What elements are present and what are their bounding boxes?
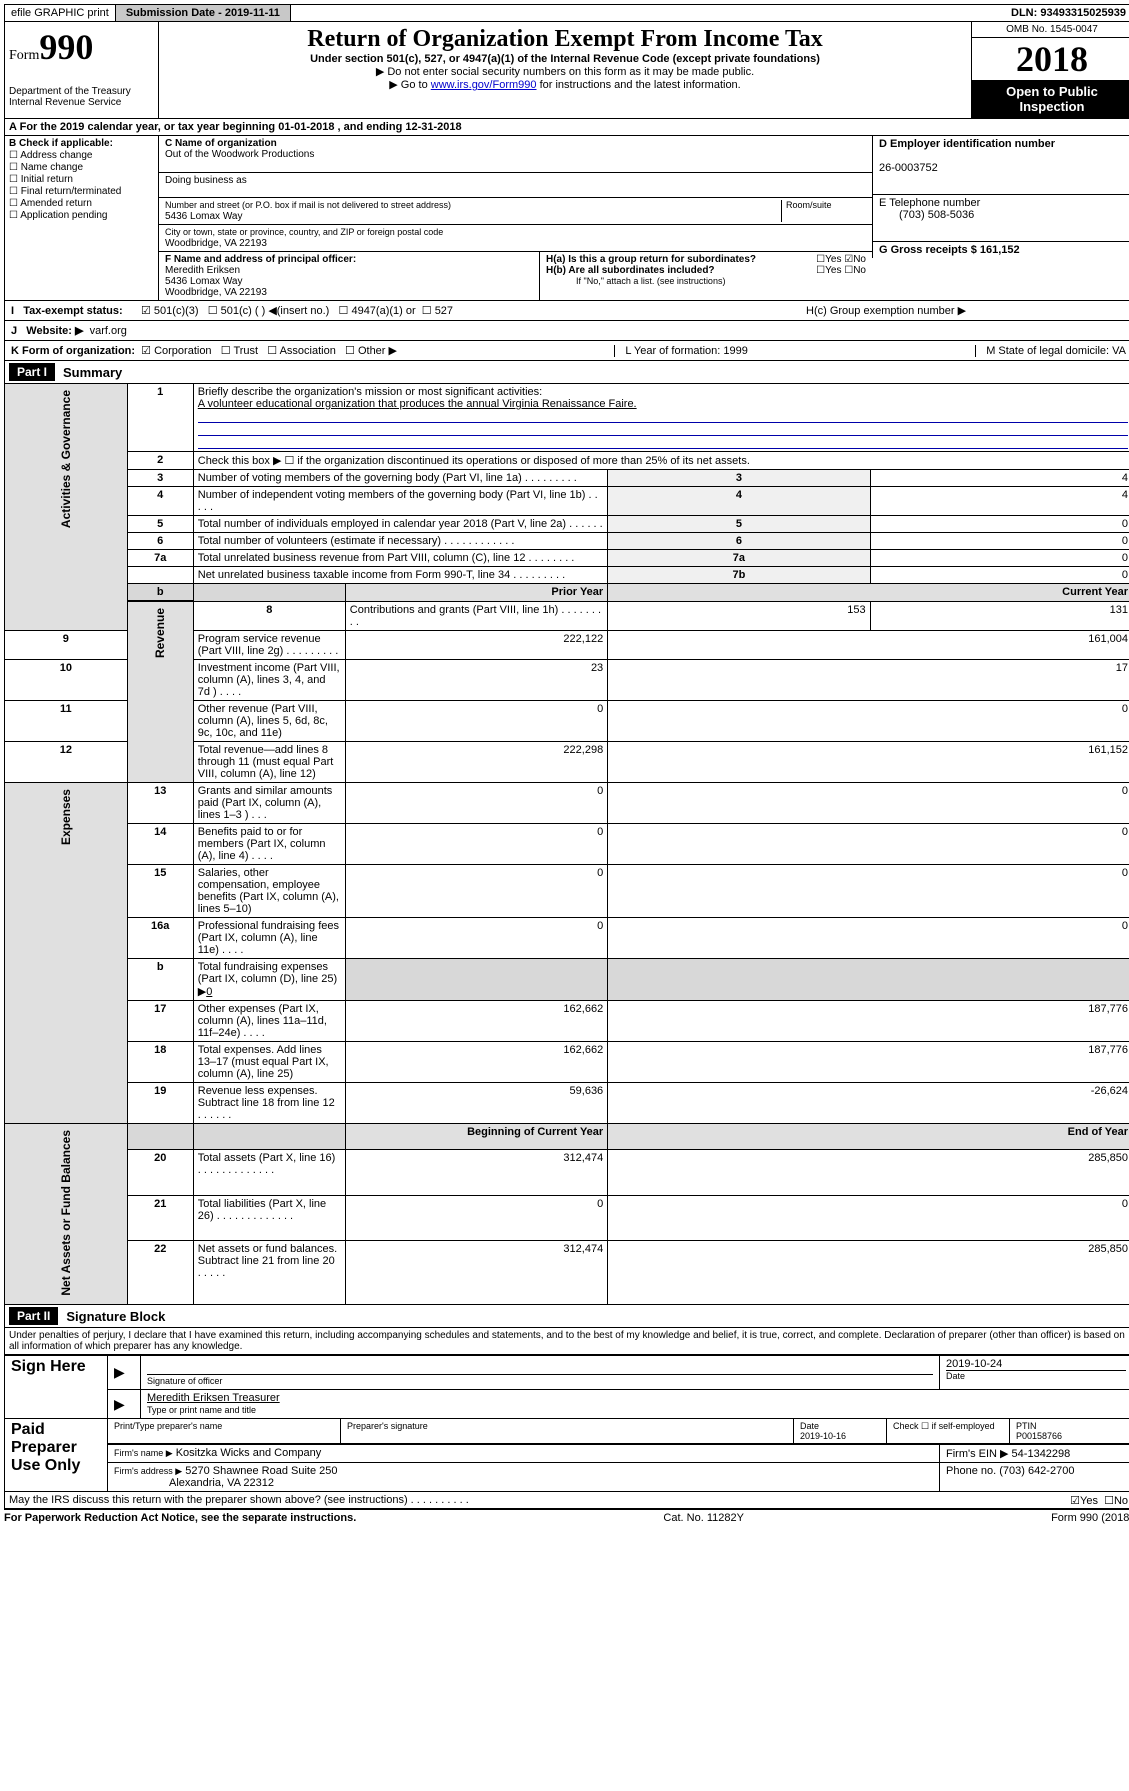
dept-label: Department of the TreasuryInternal Reven… [9,86,154,108]
main-title: Return of Organization Exempt From Incom… [169,26,961,53]
ein: 26-0003752 [879,162,938,174]
mission-text: A volunteer educational organization tha… [198,398,637,410]
state-domicile: M State of legal domicile: VA [975,345,1126,357]
street-address: 5436 Lomax Way [165,211,242,222]
topbar: efile GRAPHIC print Submission Date - 20… [4,4,1129,22]
part2-header: Part II Signature Block [4,1305,1129,1328]
hc-label: H(c) Group exemption number ▶ [806,304,1126,317]
tax-status-row: I Tax-exempt status: ☑ 501(c)(3) ☐ 501(c… [4,301,1129,321]
officer-name-title: Meredith Eriksen Treasurer [147,1392,280,1404]
submission-date-button[interactable]: Submission Date - 2019-11-11 [116,5,291,21]
ptin: P00158766 [1016,1431,1062,1441]
side-governance: Activities & Governance [59,386,73,532]
section-bcdefgh: B Check if applicable: ☐ Address change … [4,136,1129,301]
tax-year: 2018 [972,38,1129,80]
subtitle-3: ▶ Go to www.irs.gov/Form990 for instruct… [169,78,961,91]
check-column: B Check if applicable: ☐ Address change … [5,136,159,300]
korg-row: K Form of organization: ☑ Corporation ☐ … [4,341,1129,361]
subtitle-1: Under section 501(c), 527, or 4947(a)(1)… [169,53,961,65]
arrow-icon: ▶ [114,1396,125,1412]
discuss-row: May the IRS discuss this return with the… [4,1492,1129,1509]
form-number: Form990 [9,26,154,68]
form-header: Form990 Department of the TreasuryIntern… [4,22,1129,119]
subtitle-2: ▶ Do not enter social security numbers o… [169,65,961,78]
phone: (703) 508-5036 [879,209,974,221]
website-value: varf.org [90,325,127,337]
firm-ein: Firm's EIN ▶ 54-1342298 [940,1445,1129,1463]
instructions-link[interactable]: www.irs.gov/Form990 [431,79,537,91]
firm-name: Kositzka Wicks and Company [176,1447,322,1459]
efile-label: efile GRAPHIC print [5,5,116,21]
prep-date: 2019-10-16 [800,1431,846,1441]
footer: For Paperwork Reduction Act Notice, see … [4,1509,1129,1524]
website-row: J Website: ▶ varf.org [4,321,1129,341]
arrow-icon: ▶ [114,1364,125,1380]
side-revenue: Revenue [153,604,167,662]
sig-date: 2019-10-24 [946,1358,1002,1370]
side-expenses: Expenses [59,785,73,849]
penalty-text: Under penalties of perjury, I declare th… [4,1328,1129,1355]
city-state-zip: Woodbridge, VA 22193 [165,238,267,249]
side-netassets: Net Assets or Fund Balances [59,1126,73,1300]
firm-phone: Phone no. (703) 642-2700 [940,1463,1129,1492]
signature-table: Sign Here ▶ Signature of officer 2019-10… [4,1355,1129,1492]
paid-preparer-label: Paid Preparer Use Only [5,1419,108,1492]
year-formation: L Year of formation: 1999 [614,345,758,357]
officer-name: Meredith Eriksen [165,265,240,276]
period-row: A For the 2019 calendar year, or tax yea… [5,119,1129,135]
firm-address: 5270 Shawnee Road Suite 250 [185,1465,337,1477]
org-name: Out of the Woodwork Productions [165,149,314,160]
dln-label: DLN: 93493315025939 [1005,5,1129,21]
sign-here-label: Sign Here [5,1356,108,1419]
omb-label: OMB No. 1545-0047 [972,22,1129,38]
gross-receipts: G Gross receipts $ 161,152 [879,244,1020,256]
summary-table: Activities & Governance 1 Briefly descri… [4,384,1129,1305]
open-public-badge: Open to Public Inspection [972,80,1129,118]
part1-header: Part I Summary [4,361,1129,384]
